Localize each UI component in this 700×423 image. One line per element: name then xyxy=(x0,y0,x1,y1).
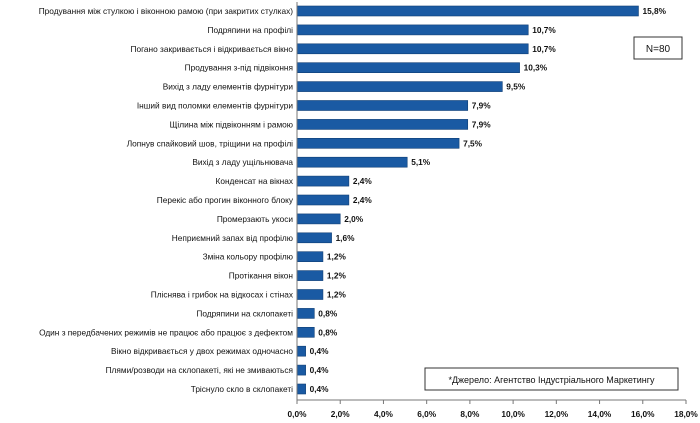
data-label: 2,0% xyxy=(344,214,364,224)
bar xyxy=(296,100,469,111)
bar xyxy=(296,270,324,281)
data-label: 1,2% xyxy=(327,290,347,300)
data-label: 2,4% xyxy=(353,176,373,186)
x-axis: 0,0% 2,0% 4,0% 6,0% 8,0% 10,0% 12,0% 14,0% 16,0%… xyxy=(288,2,698,419)
bar xyxy=(296,43,529,55)
category-label: Промерзають укоси xyxy=(217,214,294,224)
category-label: Перекіс або прогин віконного блоку xyxy=(157,195,294,205)
x-tick-label: 0,0% xyxy=(288,409,308,419)
bar xyxy=(296,232,332,244)
data-label: 10,7% xyxy=(532,25,556,35)
bar xyxy=(296,62,520,74)
data-label: 0,8% xyxy=(318,327,338,337)
data-label: 7,9% xyxy=(472,119,492,129)
x-tick-label: 16,0% xyxy=(631,409,655,419)
bar xyxy=(296,5,639,17)
bar xyxy=(296,364,306,376)
category-label: Протікання вікон xyxy=(229,271,293,281)
category-label: Продування з-під підвіконня xyxy=(185,63,293,73)
category-label: Тріснуло скло в склопакеті xyxy=(191,384,293,394)
x-tick-label: 6,0% xyxy=(417,409,437,419)
source-note: *Джерело: Агентство Індустріального Марк… xyxy=(448,375,655,385)
category-label: Інший вид поломки елементів фурнітури xyxy=(137,101,293,111)
bar xyxy=(296,24,529,36)
category-label: Щілина між підвіконням і рамою xyxy=(170,119,293,129)
data-label: 1,2% xyxy=(327,271,347,281)
bar xyxy=(296,383,306,395)
data-label: 1,2% xyxy=(327,252,347,262)
data-label: 0,4% xyxy=(310,365,330,375)
category-label: Один з передбачених режимів не працює аб… xyxy=(39,327,293,337)
x-tick-label: 2,0% xyxy=(331,409,351,419)
bar xyxy=(296,138,460,149)
category-label: Лопнув спайковий шов, тріщини на профілі xyxy=(127,138,293,148)
x-tick-label: 4,0% xyxy=(374,409,394,419)
category-label: Конденсат на вікнах xyxy=(216,176,294,186)
data-label: 0,4% xyxy=(310,346,330,356)
data-label: 10,7% xyxy=(532,44,556,54)
data-label: 10,3% xyxy=(524,63,548,73)
bar xyxy=(296,289,324,300)
x-tick-label: 12,0% xyxy=(545,409,569,419)
x-tick-label: 18,0% xyxy=(674,409,698,419)
data-label: 7,5% xyxy=(463,138,483,148)
data-label: 9,5% xyxy=(506,82,526,92)
bar xyxy=(296,156,408,168)
data-label: 0,8% xyxy=(318,308,338,318)
category-label: Пліснява і грибок на відкосах і стінах xyxy=(151,290,294,300)
bar xyxy=(296,81,503,92)
category-label: Подряпини на профілі xyxy=(208,25,294,35)
x-tick-label: 10,0% xyxy=(501,409,525,419)
sample-size-box: N=80 xyxy=(633,36,683,60)
data-label: 2,4% xyxy=(353,195,373,205)
bar xyxy=(296,326,315,338)
data-label: 5,1% xyxy=(411,157,431,167)
source-note-box: *Джерело: Агентство Індустріального Марк… xyxy=(424,367,679,391)
bar xyxy=(296,251,324,262)
category-label: Вікно відкривається у двох режимах одноч… xyxy=(111,346,293,356)
category-label: Вихід з ладу елементів фурнітури xyxy=(163,82,294,92)
bar xyxy=(296,345,306,357)
bar xyxy=(296,119,469,130)
bars-layer: Продування між стулкою і віконною рамою … xyxy=(39,5,667,395)
category-label: Погано закривається і відкривається вікн… xyxy=(131,44,294,54)
data-label: 1,6% xyxy=(336,233,356,243)
category-label: Неприємний запах від профілю xyxy=(172,233,293,243)
category-label: Плями/розводи на склопакеті, які не змив… xyxy=(106,365,293,375)
sample-size-label: N=80 xyxy=(646,44,671,55)
category-label: Вихід з ладу ущільнювача xyxy=(192,157,293,167)
category-label: Продування між стулкою і віконною рамою … xyxy=(39,6,294,16)
bar xyxy=(296,175,350,187)
bar xyxy=(296,213,341,225)
category-label: Подряпини на склопакеті xyxy=(196,308,293,318)
data-label: 0,4% xyxy=(310,384,330,394)
x-tick-label: 14,0% xyxy=(588,409,612,419)
data-label: 7,9% xyxy=(472,101,492,111)
data-label: 15,8% xyxy=(642,6,666,16)
bar xyxy=(296,308,315,319)
x-tick-label: 8,0% xyxy=(460,409,480,419)
category-label: Зміна кольору профілю xyxy=(203,252,293,262)
bar xyxy=(296,194,350,206)
